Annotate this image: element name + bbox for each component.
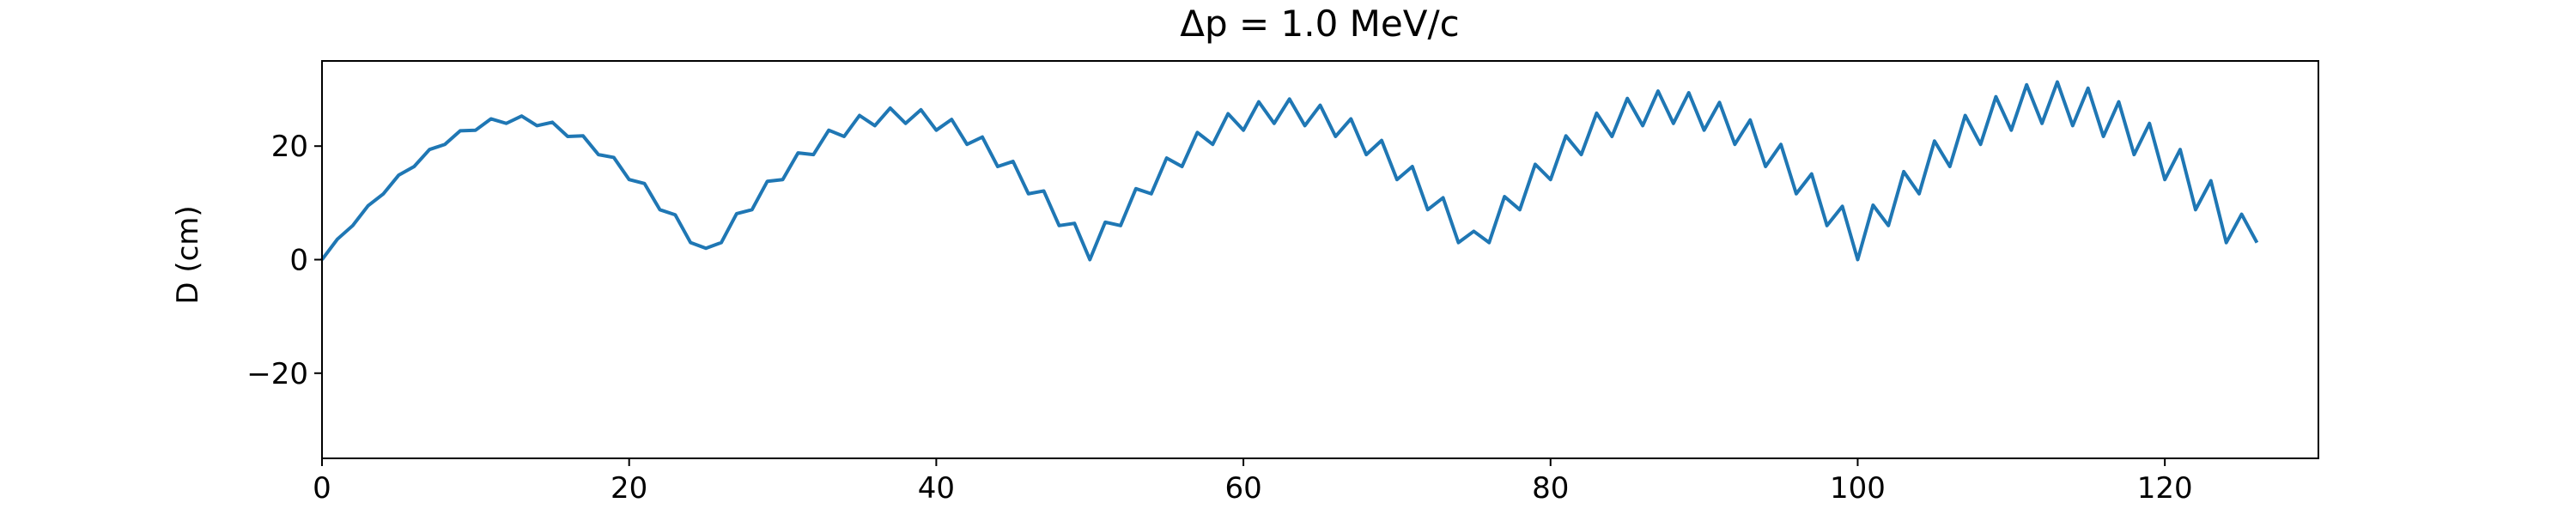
x-tick-label: 120 [2137, 471, 2193, 506]
plot-frame [321, 60, 2319, 459]
y-tick-label: 20 [271, 130, 308, 164]
data-line [320, 80, 2259, 262]
y-tick-label: −20 [246, 357, 308, 391]
x-tick-label: 60 [1224, 471, 1261, 506]
x-tick-label: 0 [313, 471, 331, 506]
x-tick-label: 40 [918, 471, 955, 506]
x-tick-label: 20 [611, 471, 647, 506]
y-tick-label: 0 [289, 244, 308, 278]
chart-title: Δp = 1.0 MeV/c [1180, 3, 1459, 45]
x-tick-label: 100 [1830, 471, 1886, 506]
x-tick-label: 80 [1532, 471, 1569, 506]
y-axis-label: D (cm) [171, 205, 205, 304]
